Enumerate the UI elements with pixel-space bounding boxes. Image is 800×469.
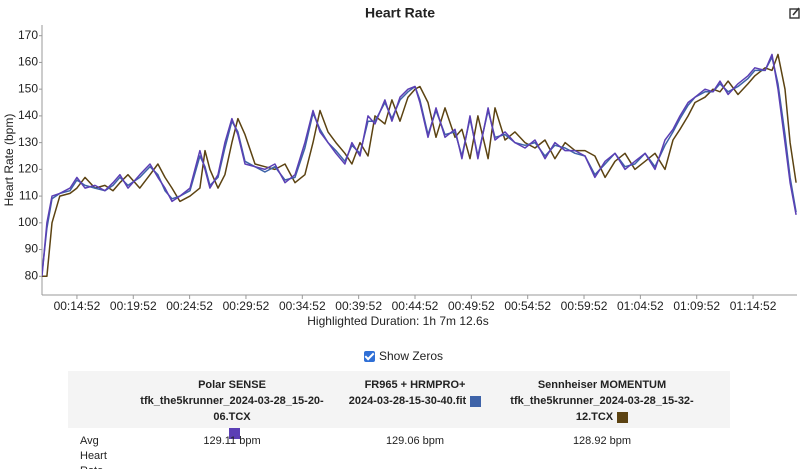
legend-swatch — [470, 395, 482, 407]
series-line — [42, 53, 797, 277]
file-name: tfk_the5krunner_2024-03-28_15-32-12.TCX — [502, 393, 702, 425]
file-name: 2024-03-28-15-30-40.fit — [315, 393, 515, 409]
y-tick-label: 130 — [18, 135, 38, 149]
icon-frame[interactable] — [789, 8, 800, 19]
x-tick-label: 01:04:52 — [617, 299, 664, 313]
y-axis-label: Heart Rate (bpm) — [2, 114, 16, 207]
y-tick-label: 160 — [18, 55, 38, 69]
y-tick-label: 100 — [18, 215, 38, 229]
table-cell: 129.06 bpm — [385, 435, 445, 447]
table-header: Polar SENSE tfk_the5krunner_2024-03-28_1… — [68, 371, 730, 439]
x-tick-label: 00:59:52 — [561, 299, 608, 313]
column-header: FR965 + HRMPRO+ 2024-03-28-15-30-40.fit — [315, 377, 515, 409]
x-tick-label: 00:34:52 — [279, 299, 326, 313]
file-text: tfk_the5krunner_2024-03-28_15-32-12.TCX — [510, 395, 694, 423]
file-text: 2024-03-28-15-30-40.fit — [348, 395, 467, 407]
x-tick-label: 01:09:52 — [673, 299, 720, 313]
file-text: tfk_the5krunner_2024-03-28_15-20-06.TCX — [140, 395, 324, 423]
chart-title: Heart Rate — [365, 5, 435, 21]
row-label: Avg Heart Rate — [80, 435, 107, 469]
export-icon[interactable] — [789, 7, 800, 19]
x-tick-label: 00:19:52 — [110, 299, 157, 313]
table-cell: 128.92 bpm — [572, 435, 632, 447]
legend-swatch — [228, 427, 240, 439]
checkbox-label[interactable]: Show Zeros — [379, 349, 444, 363]
table-cell: 129.11 bpm — [203, 435, 261, 447]
y-tick-label: 140 — [18, 108, 38, 122]
y-tick-label: 120 — [18, 162, 38, 176]
show-zeros-control[interactable]: Show Zeros — [364, 349, 443, 363]
checkbox[interactable] — [364, 350, 375, 362]
x-tick-label: 00:39:52 — [335, 299, 382, 313]
y-tick-label: 170 — [18, 28, 38, 42]
icon-pen[interactable] — [792, 7, 800, 16]
series-line — [42, 56, 797, 274]
y-tick-label: 80 — [25, 268, 39, 282]
y-tick-label: 150 — [18, 81, 38, 95]
y-tick-label: 110 — [19, 188, 38, 202]
device-name: Polar SENSE — [198, 379, 266, 391]
device-name: FR965 + HRMPRO+ — [364, 379, 466, 391]
x-axis-label: Highlighted Duration: 1h 7m 12.6s — [307, 314, 488, 328]
x-tick-label: 01:14:52 — [730, 299, 777, 313]
x-tick-label: 00:44:52 — [392, 299, 439, 313]
chart: Heart Rate Heart Rate (bpm) Highlighted … — [2, 5, 800, 328]
column-header: Sennheiser MOMENTUM tfk_the5krunner_2024… — [502, 377, 702, 425]
y-tick-label: 90 — [25, 242, 39, 256]
x-tick-label: 00:24:52 — [166, 299, 213, 313]
plot-area — [42, 53, 797, 278]
series-line — [42, 53, 797, 278]
file-name: tfk_the5krunner_2024-03-28_15-20-06.TCX — [132, 393, 332, 425]
legend-swatch — [617, 411, 629, 423]
x-tick-label: 00:14:52 — [54, 299, 101, 313]
device-name: Sennheiser MOMENTUM — [537, 379, 667, 391]
x-tick-label: 00:29:52 — [223, 299, 270, 313]
x-tick-label: 00:49:52 — [448, 299, 495, 313]
x-tick-label: 00:54:52 — [504, 299, 551, 313]
column-header: Polar SENSE tfk_the5krunner_2024-03-28_1… — [132, 377, 332, 441]
